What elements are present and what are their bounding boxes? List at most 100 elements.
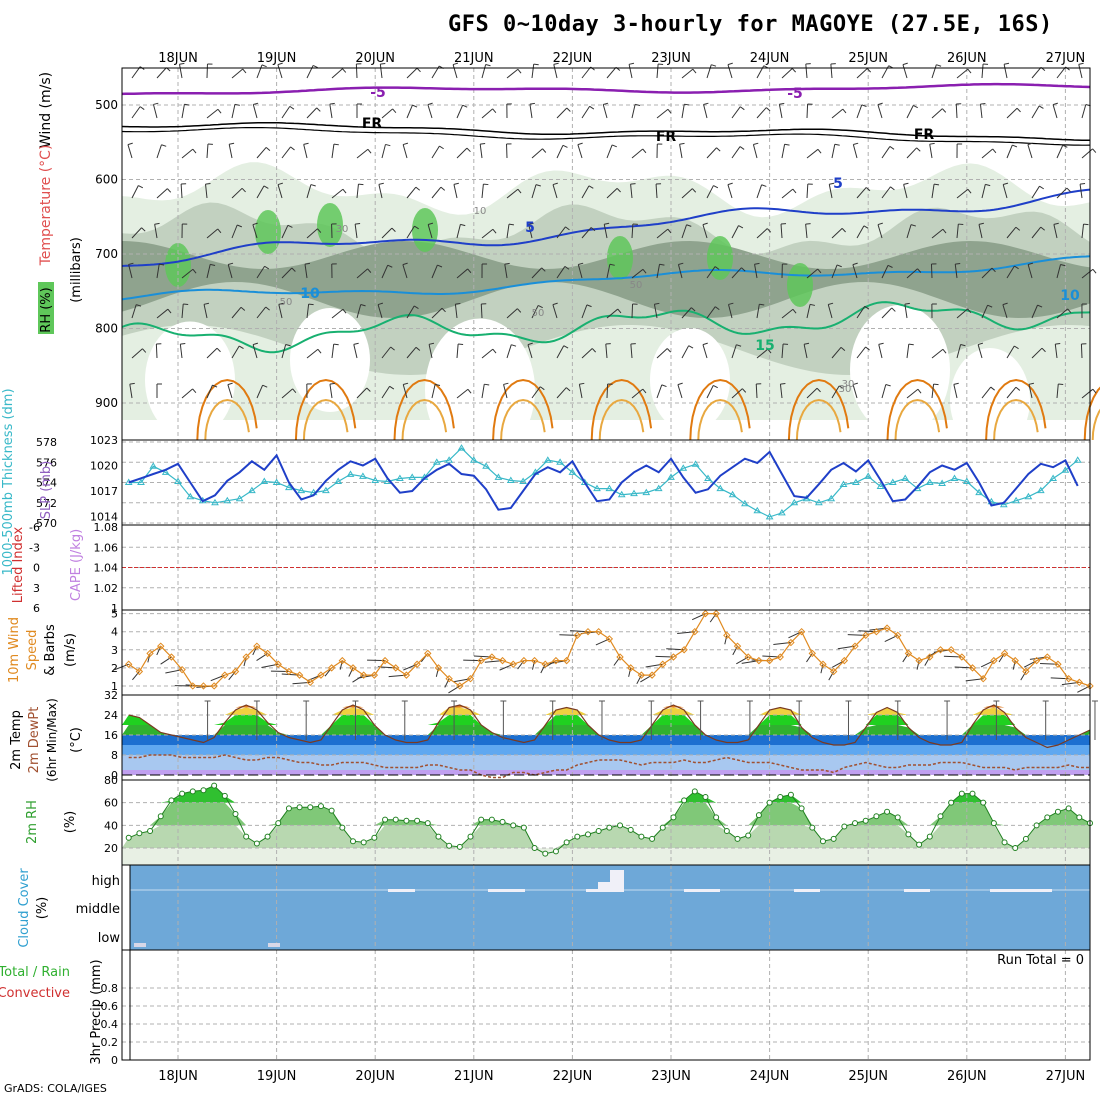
- wind-barb: [131, 106, 141, 119]
- wind-barb: [1081, 148, 1093, 159]
- lifted-index-tick: -6: [29, 521, 40, 534]
- wind-barb: [306, 184, 312, 199]
- wind-barb: [456, 147, 468, 159]
- wind10-marker: [776, 653, 784, 661]
- temp-fill-band: [122, 725, 1090, 735]
- wind-barb-flag: [916, 147, 921, 152]
- rh-high-area: [707, 236, 733, 280]
- thickness-marker: [975, 488, 983, 496]
- wind-barb: [406, 346, 417, 359]
- slp-tick: 1014: [90, 511, 118, 524]
- rh-high-area: [607, 236, 633, 280]
- wind-barb: [454, 304, 458, 319]
- thickness-marker: [445, 456, 453, 463]
- rh2-marker: [520, 824, 527, 831]
- wind10-marker: [894, 631, 902, 640]
- day-label-bottom: 21JUN: [454, 1069, 494, 1084]
- wind10-marker: [840, 656, 849, 665]
- wind-barb-flag: [380, 63, 386, 65]
- wind-barb-flag: [128, 262, 134, 265]
- wind-barb: [631, 223, 634, 239]
- wind-barb: [881, 307, 893, 319]
- axis-label-2m-temp: 2m Temp: [9, 710, 24, 770]
- day-label-bottom: 27JUN: [1046, 1069, 1086, 1084]
- temp-contour-warm: [993, 398, 1039, 441]
- wind-barb-flag: [917, 388, 922, 394]
- day-label-top: 18JUN: [158, 51, 198, 66]
- wind-barb-flag: [1052, 102, 1058, 106]
- thickness-tick: 574: [36, 477, 57, 490]
- wind-barb-flag: [933, 183, 940, 186]
- wind10-marker: [605, 635, 614, 643]
- wind-barb-flag: [913, 105, 918, 109]
- wind-barb-flag: [659, 263, 665, 266]
- wind-barb: [631, 388, 644, 399]
- wind-barb: [178, 64, 183, 79]
- rh2-marker: [745, 832, 752, 839]
- wind-barb-flag: [1014, 345, 1019, 350]
- wind-barb: [831, 347, 842, 359]
- temp-line: [128, 704, 1091, 749]
- wind-barb-flag: [216, 347, 221, 353]
- thickness-marker: [827, 494, 836, 502]
- cloud-level-label: middle: [76, 902, 120, 917]
- wind-barb: [756, 228, 768, 239]
- wind10-barb: [732, 645, 738, 656]
- wind-barb: [506, 188, 519, 199]
- wind-barb-flag: [1092, 268, 1097, 274]
- wind-barb: [231, 104, 236, 119]
- wind-barb: [1027, 144, 1033, 159]
- rh-clear-area: [950, 348, 1030, 452]
- wind-barb-flag: [378, 182, 384, 185]
- wind-barb-flag: [138, 185, 144, 189]
- rh2-marker: [296, 804, 303, 811]
- wind-barb-flag: [877, 222, 883, 226]
- rh2-marker: [435, 833, 442, 840]
- wind-barb-flag: [588, 185, 594, 189]
- axis-label-precip: 3hr Precip (mm): [89, 959, 104, 1064]
- wind-barb-flag: [467, 268, 472, 274]
- wind-barb: [531, 64, 535, 79]
- wind-barb-flag: [1067, 308, 1072, 314]
- wind-barb-flag: [504, 262, 510, 265]
- wind-barb: [131, 227, 142, 239]
- rh2-marker: [232, 811, 239, 817]
- wind10-barb: [613, 656, 621, 666]
- wind-barb-flag: [714, 306, 720, 311]
- wind-barb: [479, 144, 483, 159]
- temp-contour-warm: [894, 398, 941, 441]
- day-label-bottom: 18JUN: [158, 1069, 198, 1084]
- axis-label-wind-unit: (m/s): [63, 633, 78, 667]
- wind-barb-flag: [529, 102, 535, 105]
- wind-barb-flag: [1015, 226, 1021, 231]
- thickness-marker: [223, 496, 232, 504]
- thickness-marker: [1073, 456, 1082, 463]
- wind-barb-flag: [542, 148, 547, 153]
- wind-barb: [706, 306, 716, 319]
- axis-label-temperature: Temperature (°C): [38, 145, 54, 267]
- wind-barb-flag: [767, 348, 772, 354]
- wind-barb: [406, 104, 413, 119]
- thickness-marker: [617, 490, 626, 498]
- wind-barb-flag: [552, 302, 558, 306]
- rh2-marker: [350, 838, 357, 845]
- wind-barb: [281, 146, 291, 159]
- wind-barb: [806, 183, 809, 199]
- wind-barb: [156, 188, 168, 199]
- wind-barb: [531, 184, 537, 199]
- wind10-marker: [712, 609, 720, 618]
- day-label-top: 26JUN: [947, 51, 987, 66]
- wind-barb-flag: [387, 264, 393, 268]
- wind-barb: [831, 108, 844, 119]
- wind-barb-flag: [661, 384, 667, 388]
- wind-barb: [127, 144, 133, 159]
- wind-barb-flag: [985, 183, 991, 187]
- thickness-marker: [950, 474, 959, 481]
- wind-barb-flag: [1062, 144, 1068, 148]
- precip-frame: [121, 949, 1091, 1061]
- wind-barb-flag: [462, 104, 468, 108]
- rh2-marker: [499, 818, 506, 825]
- wind-barb-flag: [666, 348, 672, 353]
- wind-barb: [981, 304, 989, 319]
- wind-barb-flag: [565, 226, 570, 231]
